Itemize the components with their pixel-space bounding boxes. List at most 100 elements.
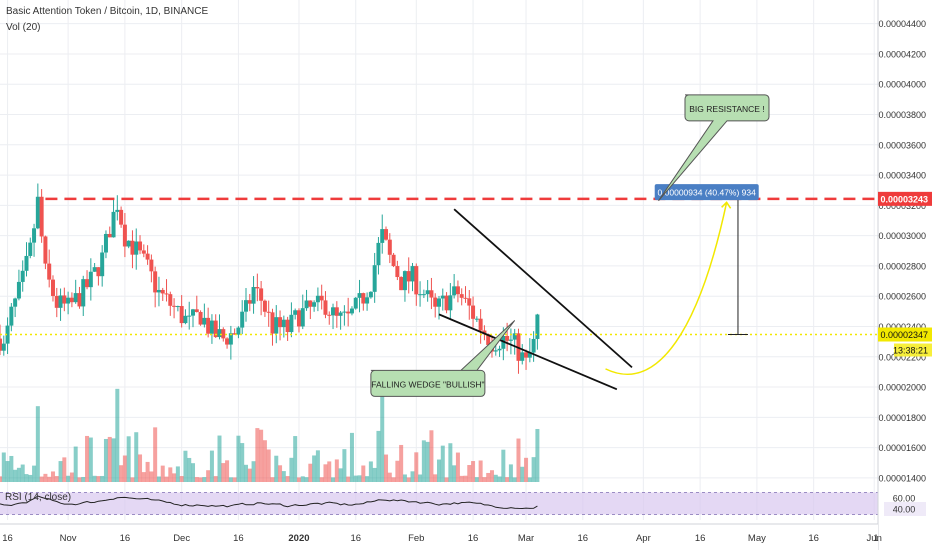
time-tick-label: 16	[2, 533, 13, 544]
volume-bar	[508, 464, 513, 482]
candle-body	[402, 271, 407, 291]
candle-body	[153, 271, 158, 293]
candle-body	[512, 333, 517, 340]
candle-body	[425, 290, 430, 295]
volume-bar	[107, 436, 112, 482]
volume-bar	[270, 477, 275, 482]
volume-bar	[516, 438, 521, 482]
volume-bar	[331, 477, 336, 482]
big-resistance-text: BIG RESISTANCE !	[689, 104, 764, 114]
candle-body	[96, 267, 101, 277]
wedge-lower-line	[438, 313, 618, 391]
time-tick-label: 16	[233, 533, 244, 544]
volume-bar	[153, 427, 158, 482]
volume-bar	[346, 476, 351, 482]
price-tick-label: 0.00001800	[878, 413, 926, 423]
volume-bar	[285, 476, 290, 482]
candle-body	[32, 228, 37, 243]
measure-label: 0.00000934 (40.47%) 934	[658, 188, 757, 198]
candle-body	[520, 352, 525, 361]
price-tick-label: 0.00003400	[878, 171, 926, 181]
candle-body	[524, 352, 529, 358]
volume-bar	[527, 477, 532, 482]
volume-bar	[421, 440, 426, 482]
volume-bar	[77, 477, 82, 482]
price-tick-label: 0.00003800	[878, 110, 926, 120]
candle-body	[66, 297, 71, 304]
candle-body	[221, 329, 226, 339]
candle-body	[357, 293, 362, 298]
volume-bar	[399, 444, 404, 482]
volume-bar	[327, 461, 332, 482]
volume-bar	[81, 476, 86, 482]
candle-body	[9, 306, 14, 326]
volume-bar	[35, 406, 40, 482]
volume-bar	[0, 476, 2, 482]
candle-body	[20, 270, 25, 282]
volume-bar	[433, 474, 438, 482]
candle-body	[73, 293, 78, 303]
volume-bar	[16, 467, 21, 482]
candle-body	[429, 290, 434, 298]
candle-body	[191, 309, 196, 316]
chart-title: Basic Attention Token / Bitcoin, 1D, BIN…	[6, 6, 209, 17]
volume-bar	[259, 429, 264, 482]
volume-bar	[448, 443, 453, 482]
volume-bar	[410, 471, 415, 482]
candle-body	[323, 300, 328, 315]
candle-body	[225, 338, 230, 345]
candle-body	[361, 293, 366, 304]
candle-body	[47, 263, 52, 280]
candle-body	[437, 298, 441, 307]
volume-bar	[372, 467, 377, 482]
candle-body	[349, 308, 354, 314]
candle-body	[535, 314, 540, 339]
volume-bar	[418, 474, 423, 482]
falling-wedge-text: FALLING WEDGE "BULLISH"	[371, 379, 484, 389]
time-tick-label: 16	[120, 533, 131, 544]
volume-bar	[175, 466, 180, 482]
volume-bar	[228, 477, 233, 482]
volume-bar	[9, 455, 14, 482]
wedge-upper-line	[453, 208, 633, 369]
rsi-label: RSI (14, close)	[5, 492, 71, 503]
volume-bar	[315, 450, 320, 482]
volume-bar	[126, 436, 131, 482]
candle-body	[281, 319, 286, 328]
price-tick-label: 0.00002200	[878, 352, 926, 362]
volume-bar	[380, 393, 385, 482]
volume-bar	[96, 476, 101, 482]
candle-body	[255, 287, 260, 289]
volume-bar	[24, 474, 29, 482]
volume-bar	[395, 460, 400, 482]
price-tick-label: 0.00003200	[878, 201, 926, 211]
candle-body	[406, 271, 411, 282]
candle-body	[353, 297, 358, 309]
price-axis-bg	[878, 0, 932, 550]
candle-body	[243, 300, 248, 312]
volume-bar	[39, 476, 44, 482]
time-tick-label: Nov	[60, 533, 77, 544]
candle-body	[145, 253, 150, 260]
candle-body	[85, 279, 90, 288]
candle-body	[247, 300, 252, 304]
volume-bar	[486, 472, 491, 482]
volume-bar	[467, 465, 472, 482]
time-tick-label: Jun	[867, 533, 882, 544]
candle-body	[274, 317, 279, 334]
candle-body	[240, 311, 245, 328]
candle-body	[5, 325, 10, 344]
candle-body	[236, 327, 241, 335]
measure-label-box	[654, 184, 759, 201]
candle-body	[228, 333, 233, 345]
volume-bar	[172, 473, 177, 482]
candle-body	[209, 320, 214, 334]
candle-body	[126, 240, 131, 247]
volume-bar	[221, 463, 226, 482]
candle-body	[486, 334, 491, 345]
candle-body	[62, 295, 67, 304]
volume-bar	[145, 461, 150, 482]
time-tick-label: Feb	[408, 533, 424, 544]
volume-bar	[414, 452, 419, 482]
